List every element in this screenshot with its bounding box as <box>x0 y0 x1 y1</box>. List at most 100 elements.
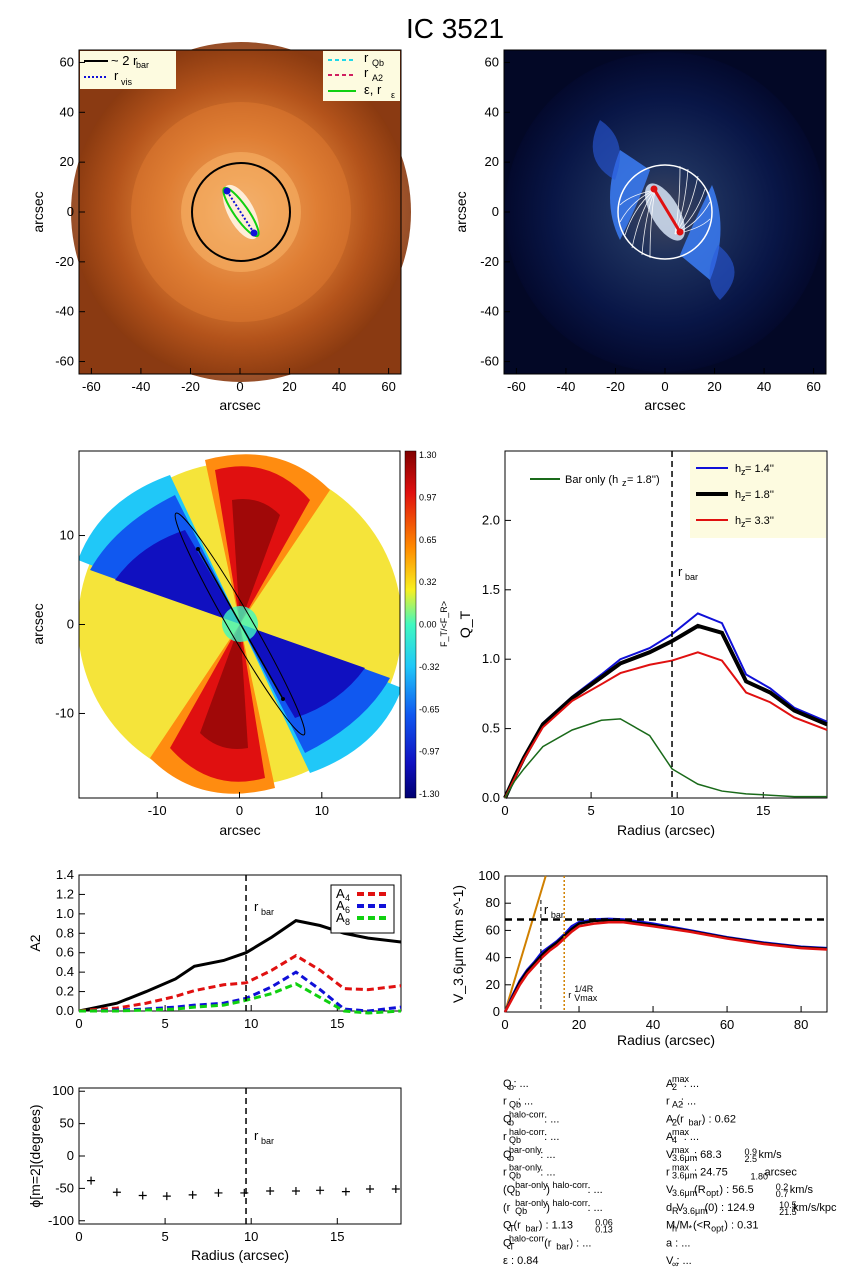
y-axis-label: Q_T <box>457 610 473 638</box>
x-tick-label: 40 <box>646 1017 660 1032</box>
x-tick-label: 10 <box>244 1016 258 1031</box>
param-part: b <box>509 1117 514 1127</box>
x-tick-label: 40 <box>332 379 346 394</box>
y-tick-label: 50 <box>60 1116 74 1131</box>
param-part: : ... <box>544 1113 559 1125</box>
series-line <box>503 920 828 1013</box>
param-sup: halo-corr <box>552 1180 588 1190</box>
param-part: a : ... <box>666 1237 690 1249</box>
param-part: r <box>666 1096 670 1108</box>
panel-qt <box>504 450 828 799</box>
param-part: d <box>666 1202 672 1214</box>
y-tick-label: 20 <box>486 977 500 992</box>
x-tick-label: 60 <box>381 379 395 394</box>
phase-point <box>366 1185 375 1194</box>
legend-entry-sub: 8 <box>345 917 350 927</box>
x-tick-label: 0 <box>236 803 243 818</box>
panel-phase <box>78 1087 402 1225</box>
param-part: Q <box>503 1149 512 1161</box>
param-part: (Q <box>503 1184 516 1196</box>
param-part: Qb <box>509 1135 521 1145</box>
param-part: bar <box>556 1241 569 1251</box>
y-tick-label: 0.6 <box>56 945 74 960</box>
param-part: km/s/kpc <box>793 1202 837 1214</box>
y-tick-label: 0.8 <box>56 925 74 940</box>
phase-point <box>162 1192 171 1201</box>
svg-text:~ 2 r: ~ 2 r <box>111 53 138 68</box>
y-tick-label: 60 <box>485 54 499 69</box>
y-tick-label: -50 <box>55 1180 74 1195</box>
y-tick-label: 0 <box>492 204 499 219</box>
rbar-label: r <box>254 1128 259 1143</box>
param-part: (<R <box>693 1220 711 1232</box>
colorbar-tick-label: 0.00 <box>419 620 437 630</box>
x-tick-label: 10 <box>244 1229 258 1244</box>
param-part: bar <box>689 1117 702 1127</box>
param-part: Qb <box>509 1100 521 1110</box>
colorbar-tick-label: 0.32 <box>419 577 437 587</box>
param-part: Qb <box>515 1206 527 1216</box>
param-part: : ... <box>587 1202 602 1214</box>
y-tick-label: 40 <box>485 104 499 119</box>
param-part: : ... <box>544 1131 559 1143</box>
param-part: M <box>666 1220 675 1232</box>
y-axis-label: arcsec <box>30 603 46 644</box>
y-tick-label: 60 <box>60 54 74 69</box>
phase-point <box>214 1188 223 1197</box>
param-minus: 2.5 <box>744 1154 757 1164</box>
param-plus: 0.9 <box>744 1147 757 1157</box>
x-tick-label: 0 <box>661 379 668 394</box>
param-part: V <box>666 1184 674 1196</box>
legend-entry: = 1.8'') <box>627 474 660 486</box>
legend-entry-sub: z <box>741 493 746 503</box>
x-tick-label: 5 <box>161 1016 168 1031</box>
param-part: ) : ... <box>569 1237 591 1249</box>
panel-orange-image: ~ 2 r bar r vis r Qb r A2 ε, r ε <box>71 42 411 382</box>
param-part: : ... <box>676 1255 691 1267</box>
panel-ratio-map <box>78 450 417 799</box>
phase-point <box>87 1176 96 1185</box>
param-part: opt <box>711 1224 724 1234</box>
x-tick-label: 20 <box>707 379 721 394</box>
x-tick-label: 20 <box>572 1017 586 1032</box>
y-tick-label: 80 <box>486 895 500 910</box>
y-tick-label: 0 <box>493 1004 500 1019</box>
rbar-label: r <box>254 899 259 914</box>
colorbar-label: F_T/<F_R> <box>439 601 449 647</box>
svg-text:ε, r: ε, r <box>364 82 382 97</box>
legend-entry: h <box>735 515 741 527</box>
y-tick-label: 1.4 <box>56 867 74 882</box>
param-plus: 0.2 <box>776 1182 789 1192</box>
param-sup: halo-corr <box>509 1109 545 1119</box>
param-part: (r <box>513 1220 521 1232</box>
param-sup: max <box>672 1145 690 1155</box>
x-tick-label: 5 <box>587 803 594 818</box>
param-part: : 24.75 <box>694 1167 728 1179</box>
x-tick-label: 15 <box>756 803 770 818</box>
svg-text:r: r <box>364 65 369 80</box>
param-part: V <box>666 1149 674 1161</box>
page-title: IC 3521 <box>406 13 504 44</box>
svg-text:bar: bar <box>136 60 149 70</box>
param-part: : ... <box>540 1167 555 1179</box>
inner-slope-line <box>504 875 547 1013</box>
y-tick-label: 20 <box>60 154 74 169</box>
phase-point <box>188 1190 197 1199</box>
y-tick-label: 0 <box>67 1148 74 1163</box>
bar-circle <box>191 162 291 262</box>
param-part: : ... <box>540 1149 555 1161</box>
rbar-label: r <box>678 564 683 579</box>
param-part: r <box>503 1096 507 1108</box>
rbar-label-sub: bar <box>551 910 564 920</box>
phase-point <box>266 1186 275 1195</box>
param-minus: 0.13 <box>595 1225 613 1235</box>
y-tick-label: 40 <box>486 950 500 965</box>
param-sup: halo-corr <box>509 1233 545 1243</box>
param-part: Qb <box>509 1171 521 1181</box>
param-part: bar <box>526 1224 539 1234</box>
phase-point <box>341 1187 350 1196</box>
x-axis-label: arcsec <box>219 822 260 838</box>
param-sup: halo-corr <box>552 1198 588 1208</box>
param-part: (r <box>544 1237 552 1249</box>
param-part: T <box>509 1224 515 1234</box>
